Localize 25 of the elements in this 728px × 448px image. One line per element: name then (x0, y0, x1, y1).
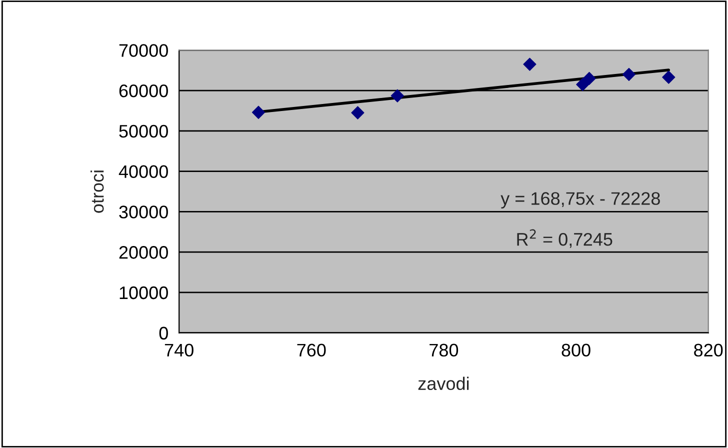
annotation: y = 168,75x - 72228 (500, 192, 660, 208)
x-tick-label: 740 (164, 344, 194, 357)
x-tick-label: 760 (297, 344, 326, 357)
point (662, 70, 676, 84)
y-tick-label: 30000 (119, 206, 168, 218)
y-tick-label: 50000 (119, 124, 168, 138)
point (252, 106, 266, 119)
x-tick-label: 800 (562, 344, 590, 357)
point (576, 78, 590, 92)
x-tick-label: 820 (694, 344, 723, 357)
annotation: R$^{2}$ = 0,7245 (517, 229, 612, 248)
y-tick-label: 0 (159, 326, 168, 340)
point (351, 106, 364, 120)
x-axis-title: zavodi (418, 376, 469, 390)
y-tick-label: 10000 (120, 286, 168, 300)
y-tick-label: 40000 (118, 165, 168, 178)
point (523, 58, 536, 71)
point (622, 68, 636, 81)
point (582, 72, 596, 86)
y-tick-label: 20000 (119, 246, 168, 259)
y-tick-label: 70000 (119, 44, 168, 57)
y-tick-label: 60000 (119, 84, 168, 98)
point (390, 89, 404, 102)
x-tick-label: 780 (430, 344, 458, 357)
y-axis-title: otroci (90, 170, 104, 213)
